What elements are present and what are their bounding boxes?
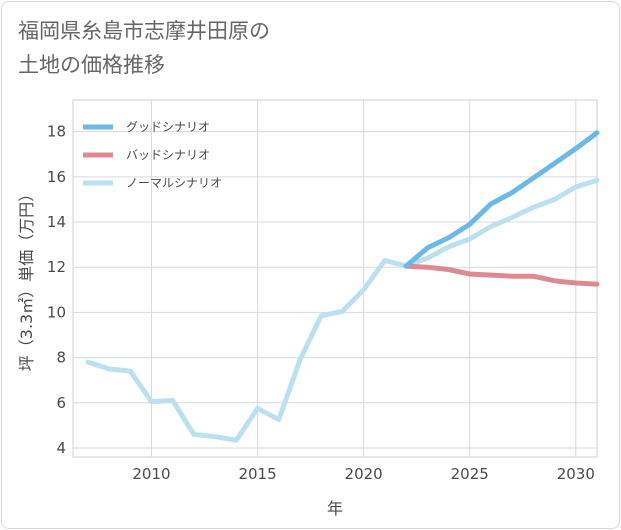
x-tick-label: 2030	[557, 465, 595, 483]
x-tick-label: 2020	[345, 465, 383, 483]
legend-label: バッドシナリオ	[126, 148, 210, 162]
y-tick-label: 8	[56, 349, 66, 367]
y-axis-title: 坪（3.3㎡）単価（万円）	[17, 186, 36, 371]
plot-area-border	[72, 99, 598, 458]
series-lines	[85, 130, 600, 443]
legend-label: ノーマルシナリオ	[126, 176, 222, 190]
x-tick-label: 2015	[238, 465, 276, 483]
title-line-1: 福岡県糸島市志摩井田原の	[18, 19, 270, 43]
y-tick-label: 16	[47, 168, 66, 186]
x-tick-label: 2010	[132, 465, 170, 483]
y-axis-ticks: 4 6 8 10 12 14 16 18	[47, 123, 66, 457]
chart-title: 福岡県糸島市志摩井田原の 土地の価格推移	[18, 14, 418, 82]
good-scenario-line	[403, 130, 600, 269]
legend-item-bad: バッドシナリオ	[83, 148, 210, 162]
y-tick-label: 14	[47, 213, 66, 231]
y-tick-label: 10	[47, 303, 66, 321]
title-line-2: 土地の価格推移	[18, 53, 165, 77]
y-tick-label: 18	[47, 123, 66, 141]
legend-item-normal: ノーマルシナリオ	[83, 176, 222, 190]
x-axis-title: 年	[327, 499, 343, 518]
normal-scenario-line	[85, 177, 600, 443]
y-tick-label: 4	[56, 439, 66, 457]
bad-scenario-line	[403, 263, 600, 287]
y-tick-label: 6	[56, 394, 66, 412]
y-tick-label: 12	[47, 258, 66, 276]
legend-label: グッドシナリオ	[126, 120, 210, 134]
legend-item-good: グッドシナリオ	[83, 120, 210, 134]
x-tick-label: 2025	[451, 465, 489, 483]
x-axis-ticks: 2010 2015 2020 2025 2030	[132, 465, 594, 483]
